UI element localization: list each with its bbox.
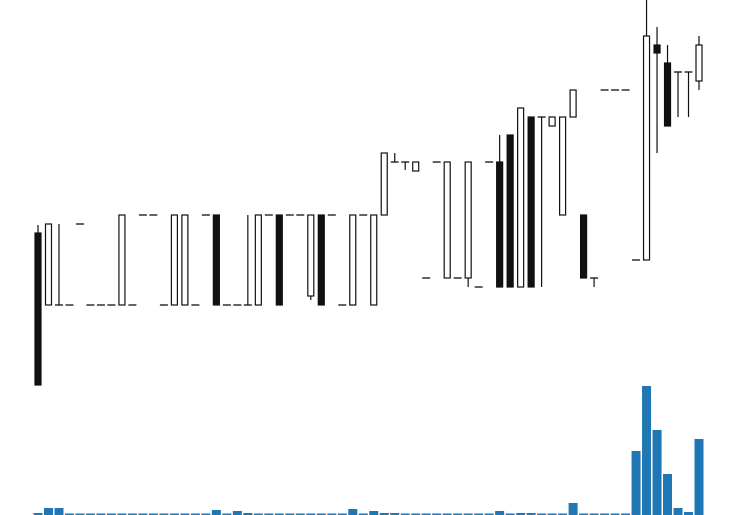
volume-bar: [285, 513, 295, 515]
candle-body: [275, 214, 283, 306]
candle-body: [548, 116, 556, 127]
volume-bar: [442, 513, 452, 515]
candle-body: [118, 214, 126, 306]
volume-bar: [579, 513, 589, 515]
volume-bar: [358, 513, 368, 515]
volume-bar: [264, 513, 274, 515]
volume-bar: [558, 513, 568, 515]
volume-bar: [610, 513, 620, 515]
volume-bar: [516, 513, 526, 515]
volume-bar: [211, 510, 221, 515]
volume-bar: [463, 513, 473, 515]
candle-body: [317, 214, 325, 306]
volume-bar: [316, 513, 326, 515]
volume-bar: [117, 513, 127, 515]
volume-bar: [274, 513, 284, 515]
volume-bar: [547, 513, 557, 515]
volume-bar: [253, 513, 263, 515]
candle-body: [307, 214, 315, 297]
volume-bar: [306, 513, 316, 515]
candle-body: [517, 107, 525, 288]
volume-bar: [369, 511, 379, 515]
volume-bar: [642, 386, 652, 515]
volume-bar: [159, 513, 169, 515]
candle-body: [464, 161, 472, 279]
volume-bar: [85, 513, 95, 515]
volume-bar: [673, 508, 683, 515]
volume-bar: [327, 513, 337, 515]
candle-body: [642, 35, 651, 261]
candle-body: [370, 214, 378, 306]
candle-body: [412, 161, 420, 172]
volume-bar: [232, 511, 242, 515]
volume-bar: [652, 430, 662, 515]
volume-bar: [663, 474, 673, 515]
candle-body: [653, 44, 661, 54]
volume-bar: [106, 513, 116, 515]
volume-bar: [180, 513, 190, 515]
volume-bar: [75, 513, 85, 515]
volume-bar: [64, 513, 74, 515]
candle-body: [44, 223, 53, 306]
volume-bar: [421, 513, 431, 515]
candle-body: [212, 214, 220, 306]
candle-body: [496, 161, 504, 288]
candle-body: [559, 116, 567, 216]
candle-body: [579, 214, 588, 279]
candle-body: [527, 116, 535, 288]
volume-bar: [127, 513, 137, 515]
volume-bar: [589, 513, 599, 515]
volume-bar: [684, 512, 694, 515]
candle-body: [695, 44, 703, 82]
volume-bar: [400, 513, 410, 515]
volume-bar: [337, 513, 347, 515]
volume-bar: [631, 451, 641, 515]
volume-bar: [190, 513, 200, 515]
volume-bar: [148, 513, 158, 515]
volume-bar: [243, 513, 253, 515]
volume-bar: [537, 513, 547, 515]
volume-bar: [600, 513, 610, 515]
candle-body: [349, 214, 357, 306]
volume-bar: [453, 513, 463, 515]
volume-bar: [33, 513, 43, 515]
candle-body: [506, 134, 514, 288]
candle-body: [170, 214, 178, 306]
volume-bar: [694, 439, 704, 515]
volume-bar: [222, 513, 232, 515]
candle-body: [443, 161, 451, 279]
volume-bar: [526, 513, 536, 515]
volume-bar: [379, 513, 389, 515]
volume-bar: [568, 503, 578, 515]
volume-bar: [54, 508, 64, 515]
volume-bar: [621, 513, 631, 515]
candle-body: [663, 62, 672, 127]
volume-bar: [411, 513, 421, 515]
volume-bar: [295, 513, 305, 515]
candle-body: [34, 232, 42, 386]
volume-bar: [348, 509, 358, 515]
candle-body: [254, 214, 262, 306]
volume-bar: [484, 513, 494, 515]
volume-bar: [96, 513, 106, 515]
volume-bar: [43, 508, 53, 515]
volume-bar: [474, 513, 484, 515]
candle-body: [380, 152, 388, 216]
volume-bar: [495, 511, 505, 515]
volume-bar: [169, 513, 179, 515]
volume-bar: [432, 513, 442, 515]
volume-bar: [138, 513, 148, 515]
candle-body: [569, 89, 577, 118]
volume-bar: [201, 513, 211, 515]
volume-bar: [505, 513, 515, 515]
candle-body: [181, 214, 189, 306]
volume-bar: [390, 513, 400, 515]
